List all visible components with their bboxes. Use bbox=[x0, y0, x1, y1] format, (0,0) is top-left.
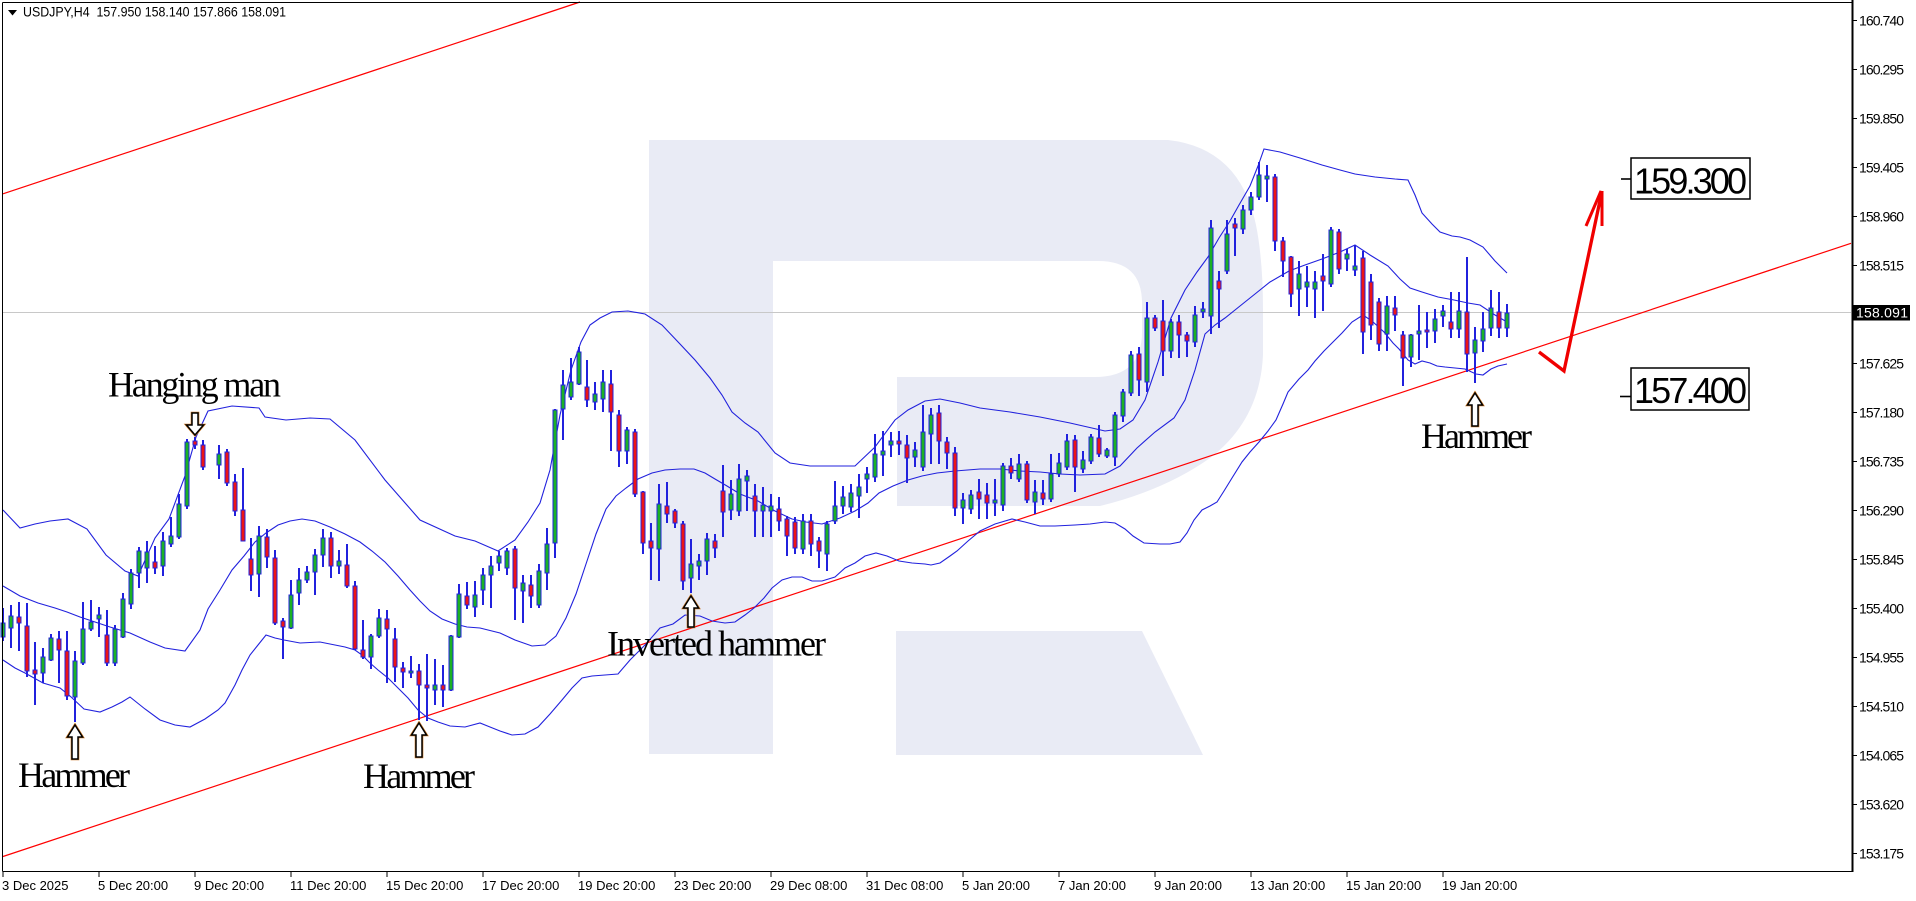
svg-text:159.850: 159.850 bbox=[1859, 111, 1904, 127]
svg-text:11 Dec 20:00: 11 Dec 20:00 bbox=[290, 878, 366, 893]
svg-text:158.515: 158.515 bbox=[1859, 258, 1904, 274]
svg-text:155.400: 155.400 bbox=[1859, 601, 1904, 617]
svg-text:15 Dec 20:00: 15 Dec 20:00 bbox=[386, 878, 463, 893]
svg-text:15 Jan 20:00: 15 Jan 20:00 bbox=[1346, 878, 1421, 893]
svg-text:157.625: 157.625 bbox=[1859, 356, 1904, 372]
svg-text:9 Jan 20:00: 9 Jan 20:00 bbox=[1154, 878, 1222, 893]
svg-text:156.290: 156.290 bbox=[1859, 503, 1904, 519]
svg-text:154.065: 154.065 bbox=[1859, 748, 1904, 764]
svg-text:158.960: 158.960 bbox=[1859, 209, 1904, 225]
svg-text:155.845: 155.845 bbox=[1859, 552, 1904, 568]
svg-text:Hammer: Hammer bbox=[363, 756, 475, 796]
svg-text:19 Dec 20:00: 19 Dec 20:00 bbox=[578, 878, 655, 893]
svg-text:29 Dec 08:00: 29 Dec 08:00 bbox=[770, 878, 847, 893]
svg-text:154.510: 154.510 bbox=[1859, 699, 1904, 715]
svg-text:154.955: 154.955 bbox=[1859, 650, 1904, 666]
svg-text:3 Dec 2025: 3 Dec 2025 bbox=[2, 878, 69, 893]
svg-text:Hanging man: Hanging man bbox=[108, 365, 281, 405]
svg-text:Inverted hammer: Inverted hammer bbox=[607, 624, 826, 664]
svg-text:9 Dec 20:00: 9 Dec 20:00 bbox=[194, 878, 264, 893]
svg-text:159.300: 159.300 bbox=[1634, 161, 1747, 202]
svg-text:13 Jan 20:00: 13 Jan 20:00 bbox=[1250, 878, 1325, 893]
svg-text:5 Jan 20:00: 5 Jan 20:00 bbox=[962, 878, 1030, 893]
svg-text:153.175: 153.175 bbox=[1859, 846, 1904, 862]
svg-text:160.740: 160.740 bbox=[1859, 13, 1904, 29]
svg-text:31 Dec 08:00: 31 Dec 08:00 bbox=[866, 878, 943, 893]
svg-text:157.180: 157.180 bbox=[1859, 405, 1904, 421]
svg-text:153.620: 153.620 bbox=[1859, 797, 1904, 813]
svg-text:17 Dec 20:00: 17 Dec 20:00 bbox=[482, 878, 559, 893]
svg-text:7 Jan 20:00: 7 Jan 20:00 bbox=[1058, 878, 1126, 893]
svg-text:158.091: 158.091 bbox=[1856, 305, 1908, 321]
svg-text:19 Jan 20:00: 19 Jan 20:00 bbox=[1442, 878, 1517, 893]
svg-text:156.735: 156.735 bbox=[1859, 454, 1904, 470]
svg-text:Hammer: Hammer bbox=[18, 755, 130, 795]
svg-text:157.400: 157.400 bbox=[1634, 370, 1747, 411]
svg-text:23 Dec 20:00: 23 Dec 20:00 bbox=[674, 878, 751, 893]
svg-text:5 Dec 20:00: 5 Dec 20:00 bbox=[98, 878, 168, 893]
svg-text:159.405: 159.405 bbox=[1859, 160, 1904, 176]
svg-text:USDJPY,H4 157.950 158.140 157: USDJPY,H4 157.950 158.140 157.866 158.09… bbox=[23, 5, 286, 20]
svg-text:160.295: 160.295 bbox=[1859, 62, 1904, 78]
